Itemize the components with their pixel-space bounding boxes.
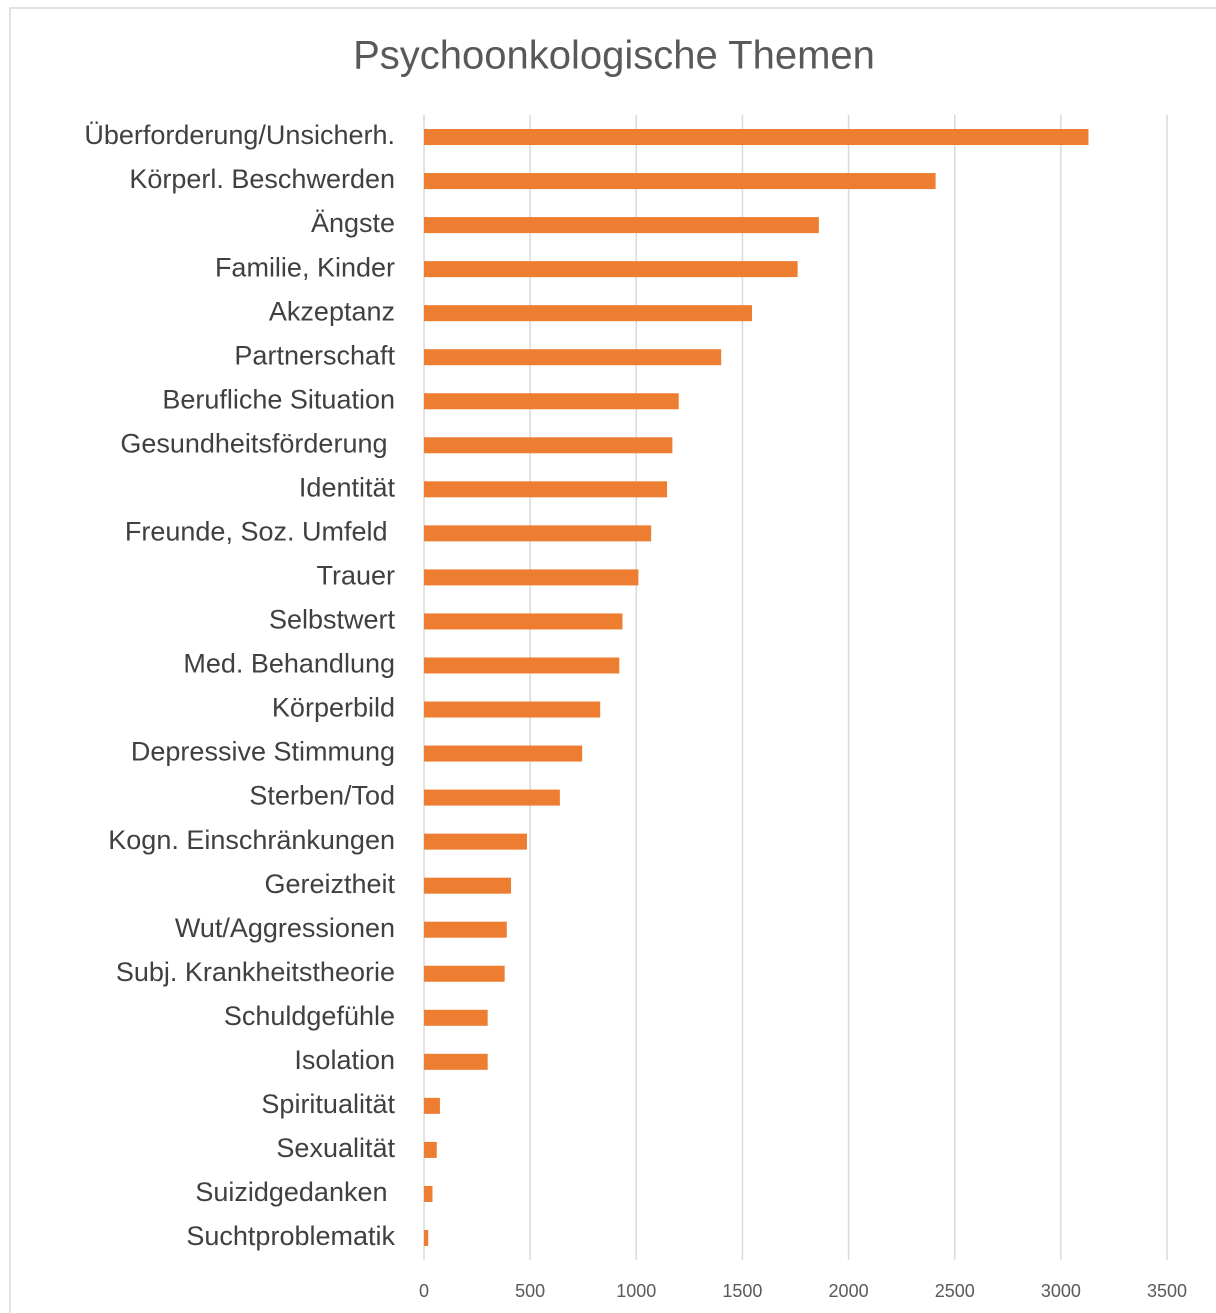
- y-tick-label: Kogn. Einschränkungen: [108, 825, 395, 855]
- y-tick-label: Gereiztheit: [264, 869, 395, 899]
- x-tick-label: 1500: [722, 1281, 762, 1301]
- y-tick-label: Wut/Aggressionen: [175, 913, 395, 943]
- bar: [424, 1185, 433, 1202]
- y-tick-label: Körperl. Beschwerden: [129, 164, 395, 194]
- bar: [424, 877, 512, 894]
- y-tick-label: Akzeptanz: [269, 296, 395, 326]
- y-tick-label: Gesundheitsförderung: [120, 428, 395, 458]
- y-tick-label: Familie, Kinder: [215, 252, 395, 282]
- bar: [424, 745, 583, 762]
- bar: [424, 393, 679, 410]
- y-tick-label: Depressive Stimmung: [131, 737, 395, 767]
- bar: [424, 1141, 437, 1158]
- y-tick-label: Suchtproblematik: [186, 1221, 395, 1251]
- y-tick-label: Suizidgedanken: [195, 1177, 395, 1207]
- x-tick-label: 2500: [935, 1281, 975, 1301]
- bar: [424, 569, 639, 586]
- y-tick-label: Sexualität: [276, 1133, 395, 1163]
- y-tick-label: Selbstwert: [269, 605, 396, 635]
- bar: [424, 305, 752, 322]
- chart-frame: [9, 7, 1216, 1313]
- y-tick-label: Schuldgefühle: [224, 1001, 395, 1031]
- bar: [424, 701, 601, 718]
- y-tick-label: Ängste: [311, 208, 395, 238]
- y-tick-label: Partnerschaft: [234, 340, 395, 370]
- y-tick-label: Identität: [299, 472, 396, 502]
- y-tick-label: Berufliche Situation: [162, 384, 395, 414]
- y-tick-label: Isolation: [294, 1045, 395, 1075]
- x-tick-label: 3000: [1041, 1281, 1081, 1301]
- chart-title: Psychoonkologische Themen: [353, 34, 875, 78]
- bar: [424, 261, 798, 278]
- y-tick-label: Überforderung/Unsicherh.: [84, 120, 395, 150]
- y-tick-label: Körperbild: [272, 693, 395, 723]
- bar: [424, 217, 819, 234]
- y-tick-label: Trauer: [316, 561, 395, 591]
- bar: [424, 921, 507, 938]
- x-tick-label: 2000: [829, 1281, 869, 1301]
- bar: [424, 437, 673, 454]
- bar: [424, 657, 620, 674]
- y-tick-label: Sterben/Tod: [249, 781, 395, 811]
- bar: [424, 789, 560, 806]
- bar: [424, 965, 505, 982]
- x-tick-label: 1000: [616, 1281, 656, 1301]
- x-tick-label: 0: [419, 1281, 429, 1301]
- bar: [424, 613, 623, 630]
- bar: [424, 173, 936, 190]
- bar: [424, 481, 668, 498]
- bar: [424, 1097, 440, 1114]
- bar: [424, 1009, 488, 1026]
- y-tick-label: Spiritualität: [261, 1089, 395, 1119]
- bar: [424, 349, 722, 366]
- bar: [424, 1053, 488, 1070]
- y-tick-label: Freunde, Soz. Umfeld: [125, 516, 395, 546]
- y-tick-label: Subj. Krankheitstheorie: [116, 957, 395, 987]
- bar: [424, 1229, 429, 1246]
- bar: [424, 129, 1089, 146]
- x-tick-label: 3500: [1147, 1281, 1187, 1301]
- bar: [424, 525, 652, 542]
- x-tick-label: 500: [515, 1281, 545, 1301]
- y-tick-label: Med. Behandlung: [183, 649, 395, 679]
- bar: [424, 833, 527, 850]
